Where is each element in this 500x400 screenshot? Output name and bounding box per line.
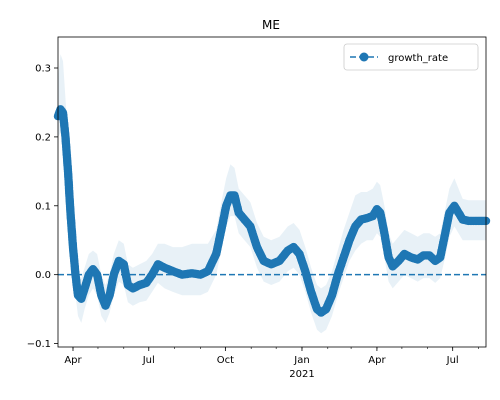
x-tick-label: Jul <box>142 355 155 366</box>
legend: growth_rate <box>343 43 479 71</box>
x-tick-label: Apr <box>64 355 82 366</box>
chart-title: ME <box>262 18 280 32</box>
y-tick-label: 0.1 <box>35 201 51 212</box>
x-tick-label: Oct <box>217 355 234 366</box>
x-axis: Apr Jul Oct Jan 2021 Apr Jul <box>64 347 479 380</box>
plot-background <box>58 37 486 347</box>
y-tick-label: 0.0 <box>35 270 51 281</box>
x-tick-label: Jan <box>293 355 309 366</box>
x-tick-year-label: 2021 <box>289 369 314 380</box>
series-layer <box>53 105 491 317</box>
x-tick-label: Apr <box>368 355 386 366</box>
y-tick-label: 0.2 <box>35 132 51 143</box>
y-tick-label: 0.3 <box>35 64 51 75</box>
x-tick-label: Jul <box>446 355 459 366</box>
legend-box <box>343 43 479 71</box>
plot-frame <box>57 36 487 348</box>
legend-entry-label: growth_rate <box>388 53 448 64</box>
y-axis: 0.3 0.2 0.1 0.0 −0.1 <box>27 64 58 350</box>
y-tick-label: −0.1 <box>27 339 51 350</box>
legend-marker-sample <box>359 52 369 62</box>
plot-area <box>53 36 491 348</box>
